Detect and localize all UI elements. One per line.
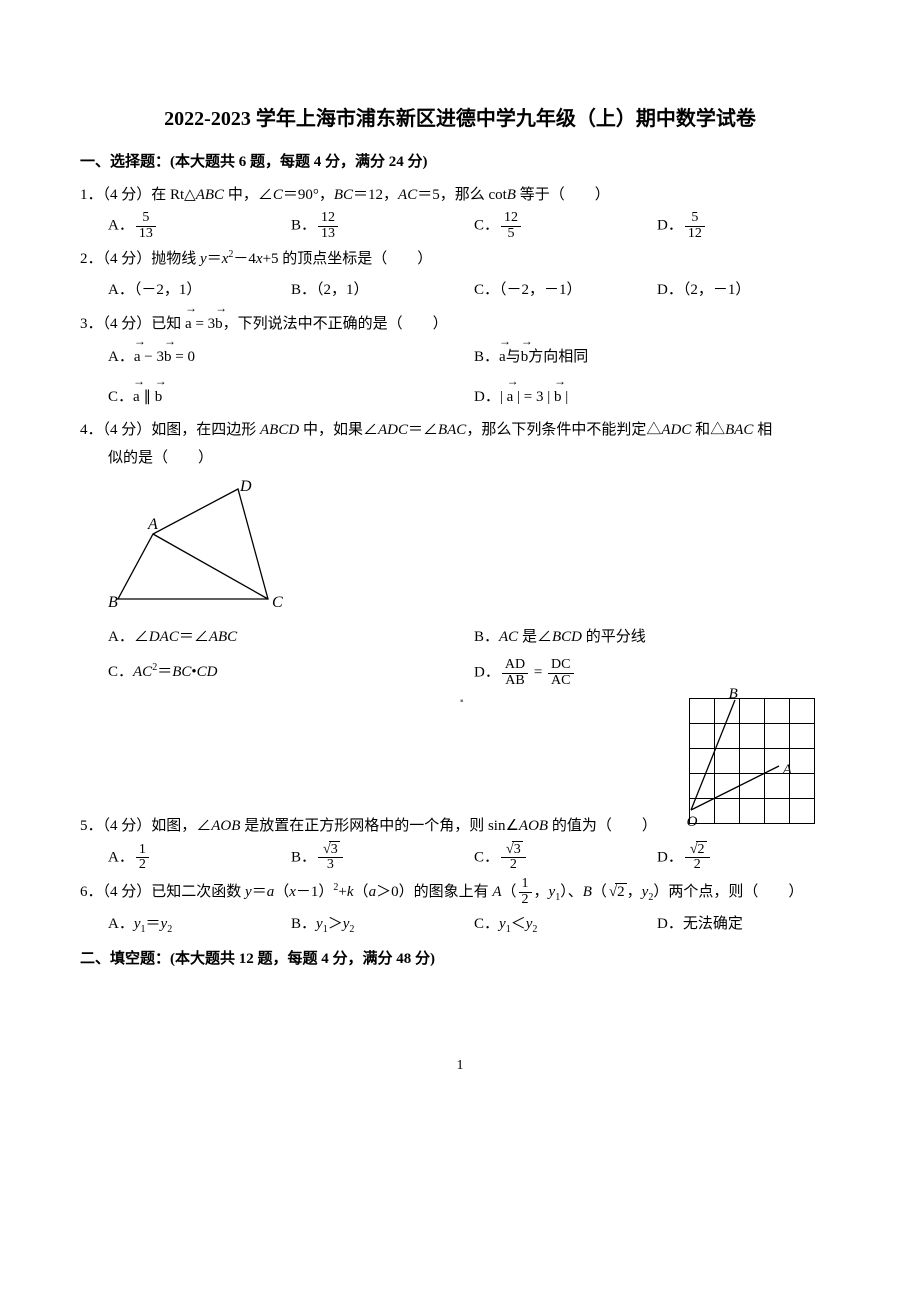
q3-opt-a: A．a − 3b = 0: [108, 341, 474, 372]
q5-opt-d: D．22: [657, 843, 840, 873]
q4-stem: 4．（4 分）如图，在四边形 ABCD 中，如果∠ADC＝∠BAC，那么下列条件…: [80, 422, 772, 438]
q6-opt-d: D．无法确定: [657, 910, 840, 939]
q2-opt-c: C．（－2，－1）: [474, 276, 657, 305]
question-3: 3．（4 分）已知 a = 3b，下列说法中不正确的是（ ） A．a − 3b …: [80, 308, 840, 412]
q4-opt-d: D．ADAB = DCAC: [474, 658, 840, 688]
q1-opt-b: B．1213: [291, 211, 474, 241]
q6-opt-c: C．y1＜y2: [474, 910, 657, 939]
section-1-header: 一、选择题：(本大题共 6 题，每题 4 分，满分 24 分): [80, 148, 840, 177]
q2-stem: 2．（4 分）抛物线 y＝x2－4x+5 的顶点坐标是（ ）: [80, 251, 432, 267]
q6-opt-b: B．y1＞y2: [291, 910, 474, 939]
q4-opt-b: B．AC 是∠BCD 的平分线: [474, 623, 840, 652]
q1-opt-a: A．513: [108, 211, 291, 241]
q6-opt-a: A．y1＝y2: [108, 910, 291, 939]
question-5: ▪ 5．（4 分）如图，∠AOB 是放置在正方形网格中的一个角，则 sin∠AO…: [80, 692, 840, 873]
q4-opt-a: A．∠DAC＝∠ABC: [108, 623, 474, 652]
q4-opt-c: C．AC2＝BC•CD: [108, 658, 474, 688]
page-number: 1: [80, 1053, 840, 1080]
svg-text:A: A: [147, 516, 158, 533]
q6-stem: 6．（4 分）已知二次函数 y＝a（x－1）2+k（a＞0）的图象上有 A（12…: [80, 884, 803, 900]
q3-opt-c: C．a ∥ b: [108, 381, 474, 412]
q5-figure: O B A: [689, 698, 815, 824]
center-mark-icon: ▪: [460, 692, 464, 711]
q5-stem: 5．（4 分）如图，∠AOB 是放置在正方形网格中的一个角，则 sin∠AOB …: [80, 818, 657, 834]
q5-opt-c: C．32: [474, 843, 657, 873]
svg-text:C: C: [272, 594, 283, 609]
q2-opt-d: D．（2，－1）: [657, 276, 840, 305]
q5-opt-b: B．33: [291, 843, 474, 873]
q2-opt-b: B．（2，1）: [291, 276, 474, 305]
section-2-header: 二、填空题：(本大题共 12 题，每题 4 分，满分 48 分): [80, 945, 840, 974]
svg-text:D: D: [239, 479, 252, 495]
q2-opt-a: A．（－2，1）: [108, 276, 291, 305]
q4-figure: A B C D: [108, 479, 288, 609]
question-6: 6．（4 分）已知二次函数 y＝a（x－1）2+k（a＞0）的图象上有 A（12…: [80, 877, 840, 938]
question-2: 2．（4 分）抛物线 y＝x2－4x+5 的顶点坐标是（ ） A．（－2，1） …: [80, 245, 840, 304]
exam-title: 2022-2023 学年上海市浦东新区进德中学九年级（上）期中数学试卷: [80, 100, 840, 138]
q1-opt-d: D．512: [657, 211, 840, 241]
question-1: 1．（4 分）在 Rt△ABC 中，∠C＝90°，BC＝12，AC＝5，那么 c…: [80, 181, 840, 242]
question-4: 4．（4 分）如图，在四边形 ABCD 中，如果∠ADC＝∠BAC，那么下列条件…: [80, 416, 840, 688]
q1-stem: 1．（4 分）在 Rt△ABC 中，∠C＝90°，BC＝12，AC＝5，那么 c…: [80, 187, 610, 203]
q1-opt-c: C．125: [474, 211, 657, 241]
q3-opt-b: B．a与b方向相同: [474, 341, 840, 372]
q3-opt-d: D．| a | = 3 | b |: [474, 381, 840, 412]
q5-opt-a: A．12: [108, 843, 291, 873]
svg-text:B: B: [108, 594, 118, 609]
q4-stem-line2: 似的是（ ）: [80, 444, 840, 473]
